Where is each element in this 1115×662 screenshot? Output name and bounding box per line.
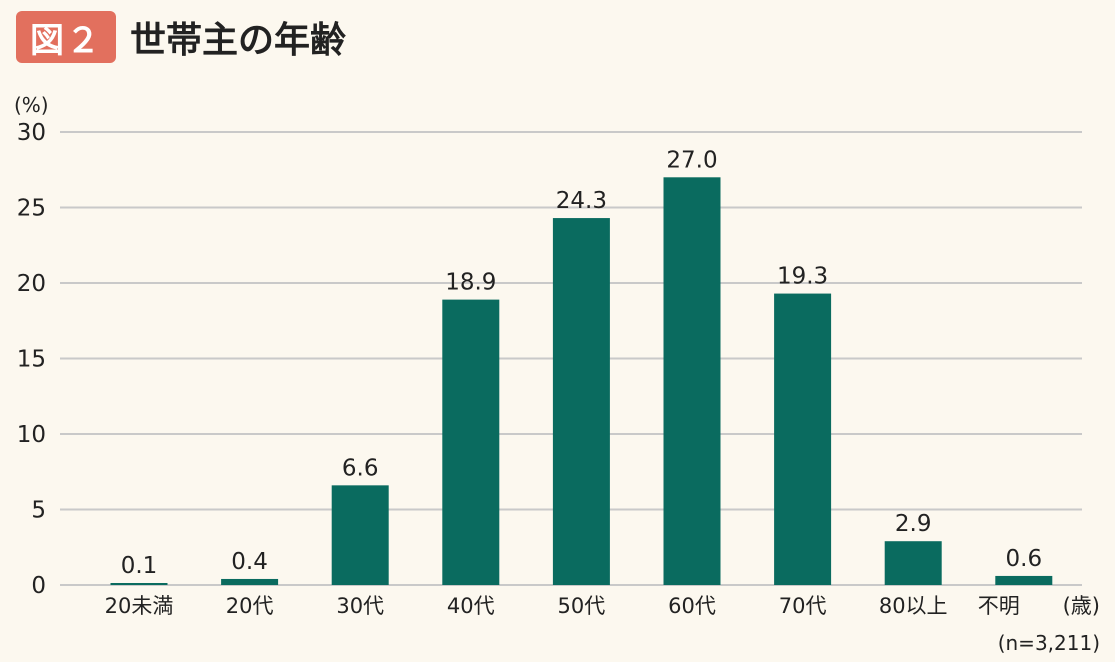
y-tick-label: 20: [17, 271, 46, 297]
x-tick-label: 不明: [978, 594, 1020, 618]
figure-number-badge: 図２: [16, 11, 116, 63]
data-label: 0.4: [231, 549, 268, 575]
chart-title: 世帯主の年齢: [130, 20, 347, 61]
y-tick-label: 25: [17, 196, 46, 222]
data-label: 19.3: [777, 264, 828, 290]
bar: [552, 218, 610, 585]
x-tick-label: 60代: [668, 594, 716, 618]
bar: [331, 485, 389, 585]
data-label: 6.6: [342, 455, 379, 481]
bar: [663, 177, 721, 586]
y-tick-label: 15: [17, 347, 46, 373]
bar: [221, 578, 279, 585]
x-tick-label: 70代: [779, 594, 827, 618]
data-label: 27.0: [666, 147, 717, 173]
x-axis-unit: (歳): [1063, 594, 1100, 618]
bar: [774, 293, 832, 585]
x-axis-categories: 20未満 20代 30代 40代 50代 60代 70代 80以上 不明: [105, 594, 1020, 618]
bar: [884, 541, 942, 585]
data-label: 24.3: [556, 188, 607, 214]
sample-size-note: (n=3,211): [998, 631, 1100, 655]
bar: [995, 575, 1053, 585]
y-tick-label: 30: [17, 120, 46, 146]
y-tick-label: 10: [17, 422, 46, 448]
data-label: 2.9: [895, 511, 932, 537]
y-tick-label: 5: [31, 498, 46, 524]
bar: [442, 299, 500, 585]
y-tick-label: 0: [31, 573, 46, 599]
x-tick-label: 20未満: [105, 594, 174, 618]
x-tick-label: 50代: [558, 594, 606, 618]
data-label: 0.6: [1006, 546, 1043, 572]
bar: [110, 583, 168, 585]
figure-header: 図２ 世帯主の年齢: [16, 10, 346, 64]
y-axis-ticks: 0 5 10 15 20 25 30: [17, 120, 46, 599]
x-tick-label: 40代: [447, 594, 495, 618]
y-axis-unit: (%): [14, 93, 49, 117]
x-tick-label: 30代: [336, 594, 384, 618]
x-tick-label: 80以上: [879, 594, 948, 618]
value-labels: 0.1 0.4 6.6 18.9 24.3 27.0 19.3 2.9 0.6: [121, 147, 1042, 579]
data-label: 18.9: [445, 270, 496, 296]
data-label: 0.1: [121, 553, 158, 579]
x-tick-label: 20代: [226, 594, 274, 618]
bars: [110, 177, 1053, 586]
